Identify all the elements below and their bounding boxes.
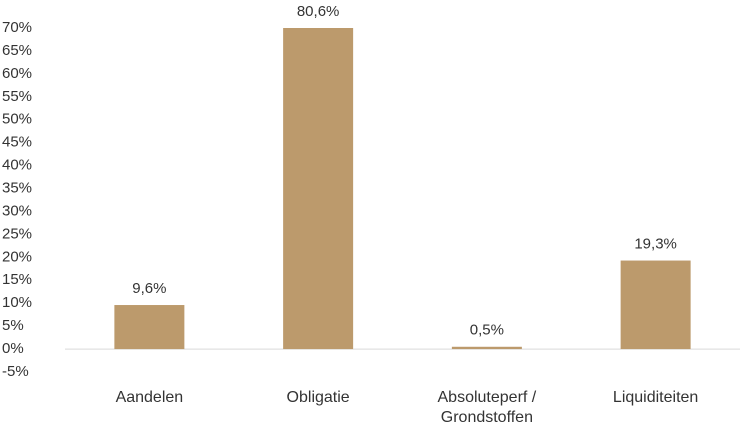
- y-tick-label: 45%: [2, 134, 32, 151]
- y-tick-label: 5%: [2, 317, 24, 334]
- y-tick-label: 40%: [2, 157, 32, 174]
- y-tick-label: 30%: [2, 202, 32, 219]
- x-tick-label: Absoluteperf / Grondstoffen: [437, 389, 537, 426]
- y-tick-label: 25%: [2, 225, 32, 242]
- x-tick-label: Aandelen: [115, 389, 184, 406]
- data-label: 9,6%: [132, 280, 166, 297]
- y-tick-label: 65%: [2, 42, 32, 59]
- x-tick-label: Liquiditeiten: [612, 389, 699, 406]
- y-tick-label: 60%: [2, 65, 32, 82]
- y-tick-label: -5%: [2, 363, 29, 380]
- y-tick-label: 55%: [2, 88, 32, 105]
- y-tick-label: 20%: [2, 248, 32, 265]
- y-tick-label: 70%: [2, 19, 32, 36]
- y-tick-label: 15%: [2, 271, 32, 288]
- bar: [451, 346, 522, 350]
- bar: [114, 305, 185, 350]
- data-label: 0,5%: [470, 322, 504, 339]
- data-label: 19,3%: [634, 236, 677, 253]
- bar: [620, 260, 691, 350]
- y-tick-label: 50%: [2, 111, 32, 128]
- x-tick-label: Obligatie: [286, 389, 350, 406]
- y-tick-label: 35%: [2, 180, 32, 197]
- data-label: 80,6%: [297, 3, 340, 20]
- y-tick-label: 0%: [2, 340, 24, 357]
- bar: [283, 28, 354, 350]
- y-tick-label: 10%: [2, 294, 32, 311]
